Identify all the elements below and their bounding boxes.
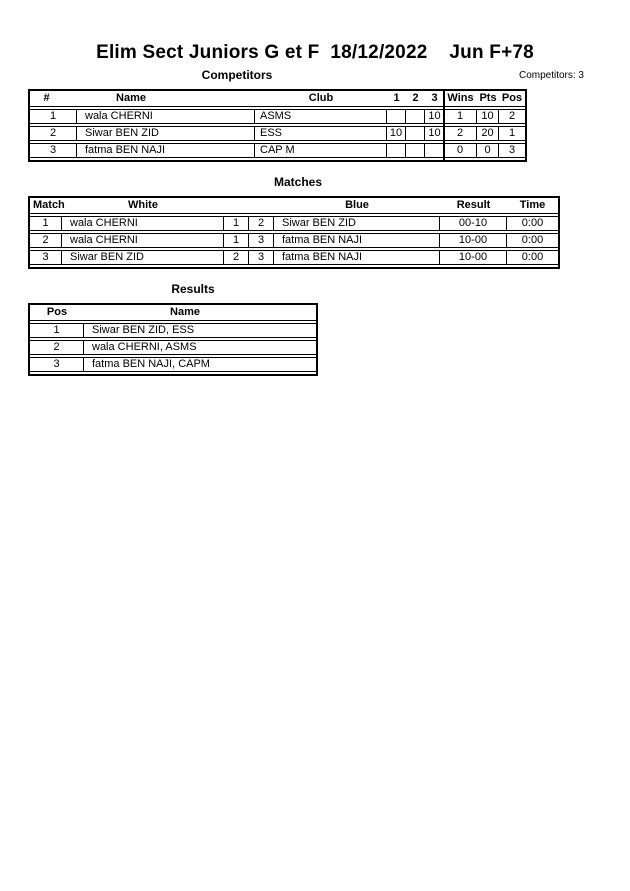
white-name: wala CHERNI (62, 217, 224, 230)
white-seed: 2 (224, 251, 249, 264)
match-result: 10-00 (440, 234, 507, 247)
header-pts: Pts (479, 92, 497, 104)
wins-divider (443, 91, 445, 160)
result-name: fatma BEN NAJI, CAPM (92, 358, 210, 370)
header-wins: Wins (447, 92, 474, 104)
competitor-number: 1 (30, 110, 77, 123)
competitor-name: fatma BEN NAJI (77, 144, 255, 157)
competitor-pos: 1 (508, 127, 516, 139)
competitor-pos: 2 (508, 110, 516, 122)
competitor-row: 3 fatma BEN NAJI CAP M 0 0 3 (30, 143, 525, 158)
competitor-wins: 0 (444, 144, 477, 157)
header-pos: Pos (46, 306, 68, 318)
matches-caption: Matches (273, 175, 323, 189)
match-number: 3 (30, 251, 62, 264)
round-1-score (387, 110, 406, 123)
match-number: 1 (30, 217, 62, 230)
header-white: White (128, 199, 158, 211)
blue-name: fatma BEN NAJI (274, 251, 440, 264)
round-2-score (406, 110, 425, 123)
competitor-club: ESS (255, 127, 387, 140)
round-2-score (406, 127, 425, 140)
competitor-name: Siwar BEN ZID (77, 127, 255, 140)
match-number: 2 (30, 234, 62, 247)
page-title: Elim Sect Juniors G et F 18/12/2022 Jun … (96, 42, 534, 63)
white-name: wala CHERNI (62, 234, 224, 247)
header-result: Result (456, 199, 491, 211)
results-table: Pos Name 1 Siwar BEN ZID, ESS 2 wala CHE… (28, 303, 318, 376)
header-match: Match (33, 199, 65, 211)
header-round-1: 1 (393, 92, 400, 104)
match-row: 2 wala CHERNI 1 3 fatma BEN NAJI 10-00 0… (30, 233, 558, 248)
competitor-number: 2 (30, 127, 77, 140)
round-1-score (387, 144, 406, 157)
header-name: Name (170, 306, 200, 318)
round-1-score: 10 (387, 127, 406, 140)
competitor-row: 2 Siwar BEN ZID ESS 10 10 2 20 1 (30, 126, 525, 141)
header-round-2: 2 (412, 92, 419, 104)
competitors-header-row: # Name Club 1 2 3 Wins Pts Pos (30, 91, 525, 107)
round-3-score: 10 (428, 110, 441, 122)
blue-name: fatma BEN NAJI (274, 234, 440, 247)
competitor-club: CAP M (255, 144, 387, 157)
blue-seed: 3 (249, 234, 274, 247)
competitors-count: Competitors: 3 (518, 70, 584, 81)
result-row: 2 wala CHERNI, ASMS (30, 340, 316, 355)
competitor-wins: 1 (444, 110, 477, 123)
match-result: 10-00 (440, 251, 507, 264)
competitor-row: 1 wala CHERNI ASMS 10 1 10 2 (30, 109, 525, 124)
result-pos: 3 (30, 358, 84, 371)
header-blue-number (249, 198, 274, 213)
competitors-table: # Name Club 1 2 3 Wins Pts Pos 1 wala CH… (28, 89, 527, 162)
match-row: 1 wala CHERNI 1 2 Siwar BEN ZID 00-10 0:… (30, 216, 558, 231)
header-number: # (43, 92, 50, 104)
blue-seed: 3 (249, 251, 274, 264)
header-time: Time (519, 199, 546, 211)
blue-seed: 2 (249, 217, 274, 230)
competitor-number: 3 (30, 144, 77, 157)
header-club: Club (308, 92, 334, 104)
header-round-3: 3 (431, 92, 438, 104)
match-time: 0:00 (521, 217, 544, 229)
competitor-pts: 10 (477, 110, 499, 123)
matches-header-row: Match White Blue Result Time (30, 198, 558, 214)
header-white-number (224, 198, 249, 213)
matches-table: Match White Blue Result Time 1 wala CHER… (28, 196, 560, 269)
result-name: Siwar BEN ZID, ESS (92, 324, 195, 336)
match-row: 3 Siwar BEN ZID 2 3 fatma BEN NAJI 10-00… (30, 250, 558, 265)
match-time: 0:00 (521, 234, 544, 246)
blue-name: Siwar BEN ZID (274, 217, 440, 230)
competitor-club: ASMS (255, 110, 387, 123)
result-name: wala CHERNI, ASMS (92, 341, 197, 353)
match-result: 00-10 (440, 217, 507, 230)
competitors-caption: Competitors (201, 68, 273, 82)
header-pos: Pos (501, 92, 523, 104)
result-pos: 1 (30, 324, 84, 337)
round-2-score (406, 144, 425, 157)
results-header-row: Pos Name (30, 305, 316, 321)
result-pos: 2 (30, 341, 84, 354)
white-seed: 1 (224, 217, 249, 230)
competitor-pts: 0 (477, 144, 499, 157)
round-3-score (425, 144, 444, 157)
results-caption: Results (171, 282, 215, 296)
match-time: 0:00 (521, 251, 544, 263)
header-blue: Blue (345, 199, 369, 211)
result-row: 3 fatma BEN NAJI, CAPM (30, 357, 316, 372)
competitor-name: wala CHERNI (77, 110, 255, 123)
header-name: Name (116, 92, 146, 104)
white-seed: 1 (224, 234, 249, 247)
round-3-score: 10 (428, 127, 441, 139)
result-row: 1 Siwar BEN ZID, ESS (30, 323, 316, 338)
white-name: Siwar BEN ZID (62, 251, 224, 264)
competitor-pts: 20 (477, 127, 499, 140)
competitor-pos: 3 (508, 144, 516, 156)
competitor-wins: 2 (444, 127, 477, 140)
